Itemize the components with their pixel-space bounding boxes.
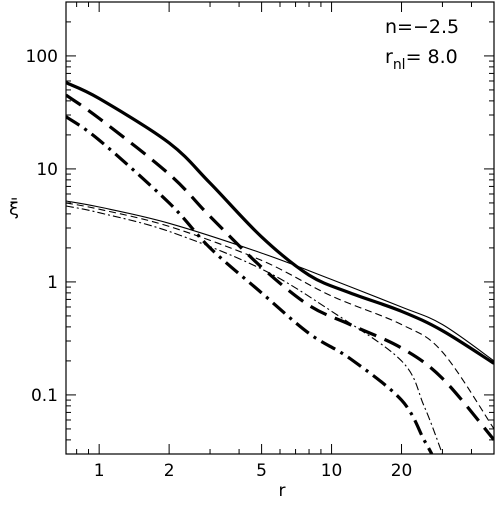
y-tick-label: 1: [47, 273, 58, 293]
x-tick-label: 2: [164, 461, 175, 481]
x-tick-label: 20: [391, 461, 413, 481]
x-tick-label: 10: [321, 461, 343, 481]
annotation-rnl-main: r: [385, 46, 393, 68]
series-line-thin-solid: [66, 200, 494, 362]
series-line-thick-solid: [66, 81, 494, 365]
series-line-thin-dashdot: [66, 205, 443, 454]
y-tick-label: 0.1: [31, 386, 58, 406]
annotation-rnl-sub: nl: [393, 57, 406, 73]
plot-frame: [65, 1, 495, 455]
ticks-layer: 1 2 5 10 20 0.1 1 10 100: [26, 1, 495, 481]
y-tick-label: 100: [26, 47, 58, 67]
series-line-thick-dashdot: [66, 115, 434, 454]
lines-layer: [66, 81, 494, 454]
x-tick-label: 5: [256, 461, 267, 481]
y-axis-label: ξ̄: [9, 198, 19, 220]
series-line-thin-dashed: [66, 202, 494, 430]
x-axis-label: r: [279, 481, 286, 501]
annotation-rnl-value: = 8.0: [406, 46, 458, 68]
x-tick-label: 1: [94, 461, 105, 481]
annotation-n: n=−2.5: [385, 16, 459, 38]
y-tick-label: 10: [36, 160, 58, 180]
series-line-thick-dashed: [66, 93, 494, 441]
annotation-rnl: rnl= 8.0: [385, 46, 458, 73]
